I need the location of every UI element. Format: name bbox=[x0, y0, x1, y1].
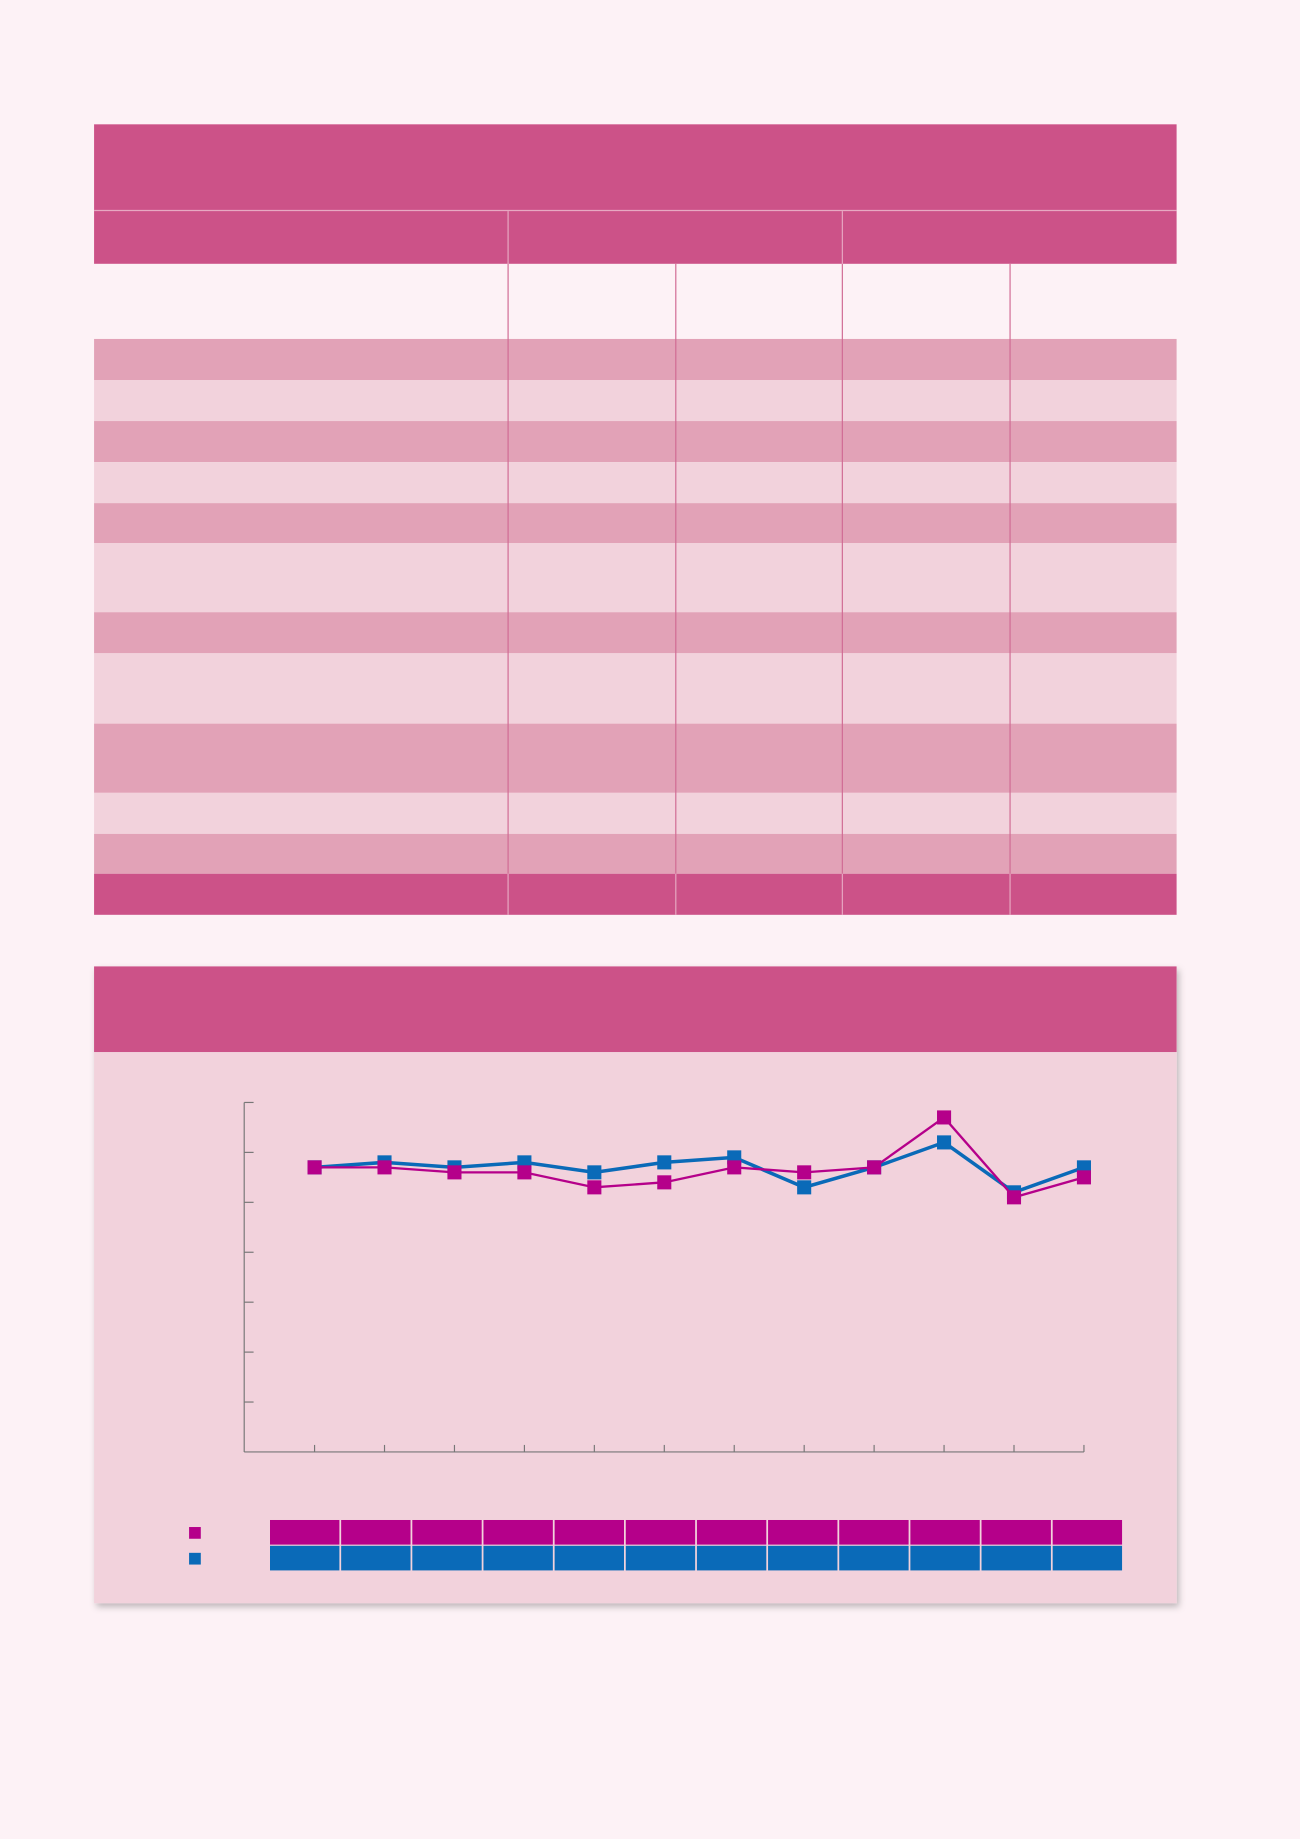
point bbox=[797, 1165, 812, 1180]
table bbox=[94, 124, 1177, 915]
data-table-cell bbox=[270, 1519, 340, 1545]
point bbox=[587, 1165, 602, 1180]
row bbox=[94, 503, 1177, 544]
point bbox=[377, 1160, 392, 1175]
column-lines bbox=[507, 873, 1011, 915]
row bbox=[94, 833, 1177, 874]
data-table-cell bbox=[839, 1545, 909, 1571]
row bbox=[94, 462, 1177, 504]
panel-header bbox=[94, 966, 1177, 1053]
series-line bbox=[314, 1140, 1085, 1195]
data-table-cell bbox=[910, 1545, 980, 1571]
panel bbox=[94, 966, 1177, 1604]
data-table-cell bbox=[270, 1545, 340, 1571]
chart-panel bbox=[94, 966, 1177, 1604]
data-table-cell bbox=[981, 1545, 1051, 1571]
point bbox=[1006, 1190, 1022, 1205]
row bbox=[94, 379, 1177, 422]
point bbox=[657, 1155, 672, 1170]
row bbox=[94, 338, 1177, 380]
data-table-cell bbox=[768, 1545, 838, 1571]
point bbox=[1076, 1170, 1091, 1185]
point bbox=[307, 1160, 322, 1175]
total-row bbox=[94, 873, 1177, 915]
data-table-cell bbox=[341, 1519, 411, 1545]
row bbox=[94, 653, 1177, 724]
data-table-cell bbox=[412, 1545, 482, 1571]
point bbox=[517, 1165, 532, 1180]
point bbox=[937, 1110, 952, 1125]
data-table-cell bbox=[839, 1519, 909, 1545]
point bbox=[867, 1160, 882, 1175]
data-table-cell bbox=[483, 1519, 553, 1545]
row bbox=[94, 543, 1177, 613]
column-lines bbox=[507, 263, 1011, 874]
row bbox=[94, 792, 1177, 834]
data-table-cell bbox=[554, 1545, 625, 1571]
point bbox=[797, 1180, 812, 1195]
data-table-cell bbox=[1052, 1519, 1123, 1545]
row bbox=[94, 723, 1177, 793]
legend-swatch bbox=[189, 1552, 201, 1565]
data-table-cell bbox=[625, 1545, 696, 1571]
table-header bbox=[94, 124, 1177, 264]
series-line bbox=[314, 1115, 1085, 1199]
legend-swatch bbox=[189, 1527, 201, 1539]
column-header bbox=[94, 263, 1177, 339]
data-table-cell bbox=[910, 1519, 980, 1545]
data-table-cell bbox=[696, 1545, 767, 1571]
data-table-cell bbox=[981, 1519, 1051, 1545]
row bbox=[94, 421, 1177, 463]
plot bbox=[189, 1101, 1123, 1571]
data-table-cell bbox=[696, 1519, 767, 1545]
data-table-cell bbox=[483, 1545, 553, 1571]
data-table-cell bbox=[412, 1519, 482, 1545]
row bbox=[94, 612, 1177, 654]
point bbox=[657, 1175, 672, 1190]
data-table-cell bbox=[1052, 1545, 1123, 1571]
data-table-cell bbox=[341, 1545, 411, 1571]
point bbox=[727, 1160, 742, 1175]
data-table-cell bbox=[768, 1519, 838, 1545]
data-table-cell bbox=[625, 1519, 696, 1545]
point bbox=[937, 1135, 952, 1150]
point bbox=[587, 1180, 602, 1195]
point bbox=[447, 1165, 462, 1180]
data-table-cell bbox=[554, 1519, 625, 1545]
